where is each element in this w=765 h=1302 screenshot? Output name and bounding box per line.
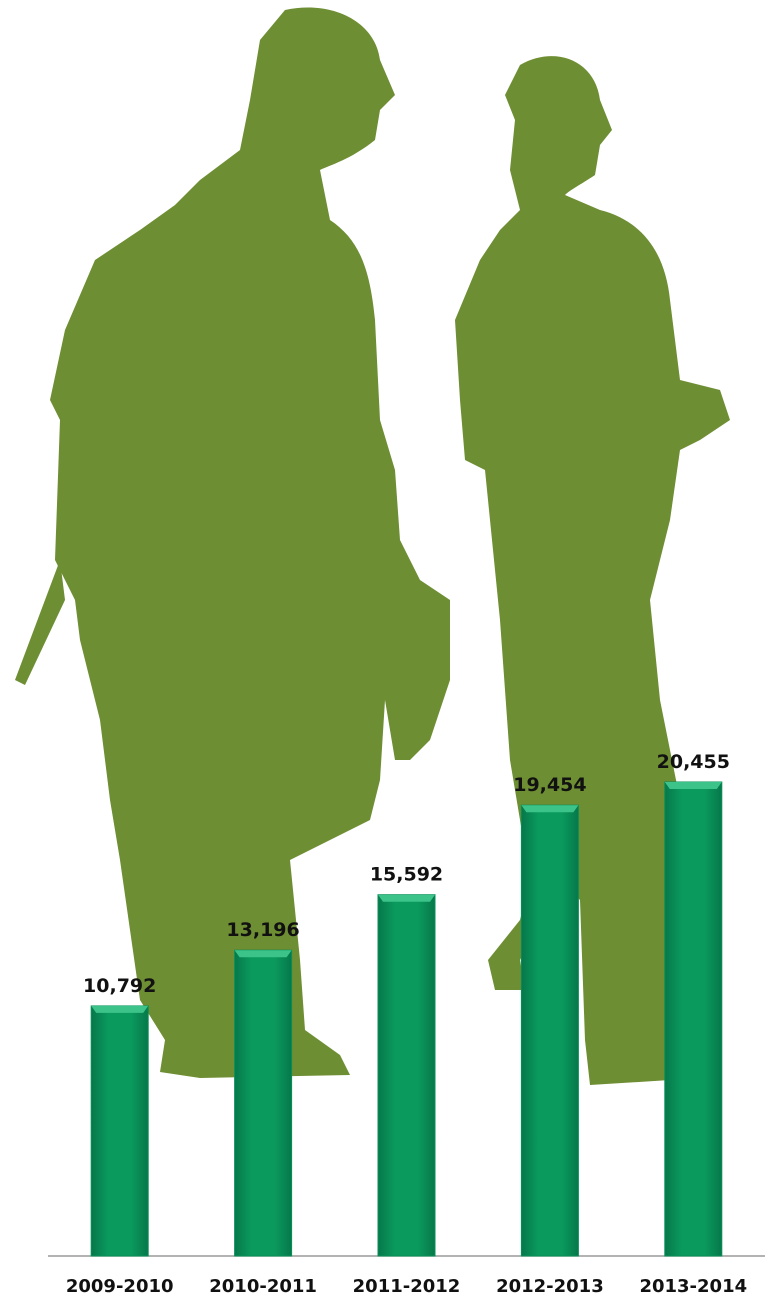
bar	[235, 950, 292, 1256]
value-label: 15,592	[370, 864, 443, 886]
bar	[521, 805, 578, 1256]
x-tick-label: 2010-2011	[209, 1276, 317, 1297]
page: 10,792 2009-2010 13,196 2010-2011 15,592 2011…	[0, 0, 765, 1302]
bar-bevel	[665, 782, 722, 789]
value-label: 19,454	[513, 774, 586, 796]
chart: 10,792 2009-2010 13,196 2010-2011 15,592 2011…	[0, 0, 765, 1302]
bar	[665, 782, 722, 1256]
bar-bevel	[91, 1006, 148, 1013]
bar	[91, 1006, 148, 1256]
bar-bevel	[235, 950, 292, 957]
bar-bevel	[378, 895, 435, 902]
bar	[378, 895, 435, 1256]
x-tick-label: 2012-2013	[496, 1276, 604, 1297]
value-label: 13,196	[226, 919, 299, 941]
bar-bevel	[521, 805, 578, 812]
x-tick-label: 2009-2010	[66, 1276, 174, 1297]
value-label: 20,455	[657, 751, 730, 773]
x-tick-label: 2011-2012	[353, 1276, 461, 1297]
background-silhouettes	[15, 7, 730, 1085]
value-label: 10,792	[83, 975, 156, 997]
x-tick-label: 2013-2014	[639, 1276, 747, 1297]
